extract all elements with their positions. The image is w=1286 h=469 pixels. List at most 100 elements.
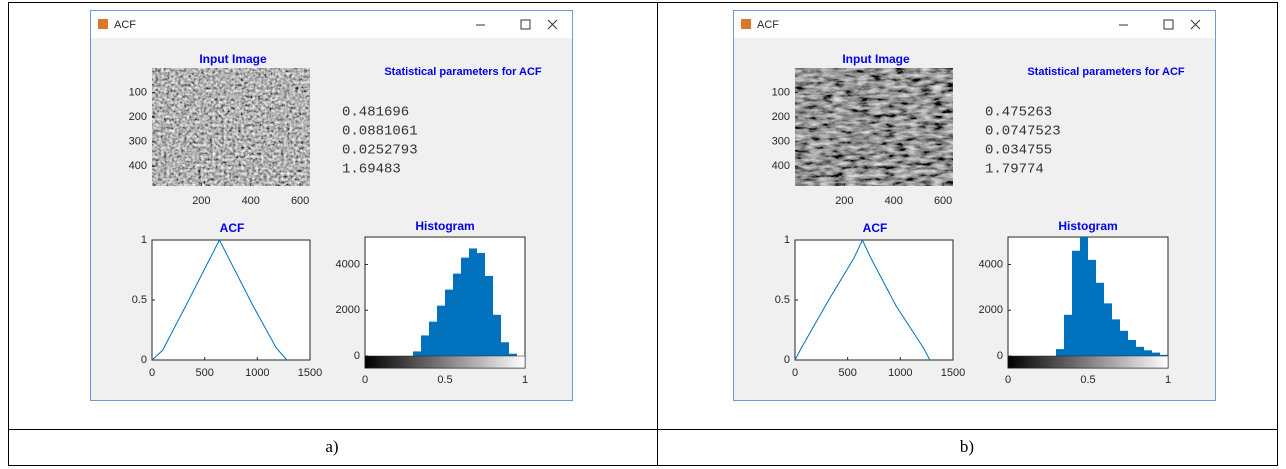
histogram-bar bbox=[1136, 346, 1144, 356]
y-tick-label: 2000 bbox=[979, 304, 1003, 316]
stat-value: 0.475263 bbox=[985, 105, 1052, 121]
input-image bbox=[795, 68, 953, 186]
stats-title: Statistical parameters for ACF bbox=[384, 66, 542, 78]
histogram-bar bbox=[461, 257, 469, 356]
histogram-bar bbox=[477, 253, 485, 356]
histogram-bar bbox=[437, 305, 445, 356]
histogram-bar bbox=[1128, 339, 1136, 356]
caption: a) bbox=[325, 437, 338, 456]
stat-value: 0.034755 bbox=[985, 143, 1052, 159]
y-tick-label: 400 bbox=[129, 160, 147, 172]
acf-title: ACF bbox=[220, 221, 245, 235]
colorbar bbox=[1007, 355, 1169, 369]
histogram-bar bbox=[421, 335, 429, 356]
x-tick-label: 1 bbox=[1165, 374, 1171, 386]
x-tick-label: 600 bbox=[934, 195, 952, 207]
y-tick-label: 100 bbox=[129, 86, 147, 98]
histogram-bar bbox=[493, 314, 501, 356]
maximize-button[interactable] bbox=[520, 19, 531, 30]
image-title: Input Image bbox=[842, 52, 910, 66]
table-border bbox=[8, 2, 1278, 466]
y-tick-label: 2000 bbox=[336, 304, 360, 316]
maximize-button[interactable] bbox=[1163, 19, 1174, 30]
stat-value: 0.0252793 bbox=[342, 143, 418, 159]
acf-title: ACF bbox=[863, 221, 888, 235]
x-tick-label: 400 bbox=[242, 195, 260, 207]
histogram-title: Histogram bbox=[415, 219, 474, 233]
window-icon bbox=[98, 19, 108, 29]
colorbar bbox=[364, 355, 526, 369]
histogram-bar bbox=[1144, 350, 1152, 356]
histogram-bar bbox=[445, 289, 453, 356]
stat-value: 0.0881061 bbox=[342, 124, 418, 140]
y-tick-label: 200 bbox=[772, 111, 790, 123]
close-button[interactable] bbox=[1190, 19, 1201, 30]
histogram-bar bbox=[485, 275, 493, 356]
y-tick-label: 0.5 bbox=[775, 294, 790, 306]
x-tick-label: 0 bbox=[1005, 374, 1011, 386]
y-tick-label: 4000 bbox=[979, 258, 1003, 270]
stat-value: 1.69483 bbox=[342, 162, 401, 178]
histogram-bar bbox=[1152, 352, 1160, 356]
y-tick-label: 400 bbox=[772, 160, 790, 172]
x-tick-label: 500 bbox=[195, 367, 213, 379]
x-tick-label: 500 bbox=[838, 367, 856, 379]
y-tick-label: 300 bbox=[129, 136, 147, 148]
x-tick-label: 0.5 bbox=[437, 374, 452, 386]
x-tick-label: 1000 bbox=[245, 367, 269, 379]
histogram-bar bbox=[429, 321, 437, 356]
y-tick-label: 0 bbox=[141, 354, 147, 366]
stat-value: 1.79774 bbox=[985, 162, 1044, 178]
y-tick-label: 1 bbox=[784, 234, 790, 246]
x-tick-label: 0 bbox=[362, 374, 368, 386]
acf-axes bbox=[794, 239, 954, 361]
histogram-title: Histogram bbox=[1058, 219, 1117, 233]
histogram-bar bbox=[1056, 349, 1064, 356]
histogram-bar bbox=[509, 353, 517, 356]
x-tick-label: 1500 bbox=[941, 367, 965, 379]
acf-axes bbox=[151, 239, 311, 361]
y-tick-label: 4000 bbox=[336, 258, 360, 270]
stat-value: 0.481696 bbox=[342, 105, 409, 121]
x-tick-label: 200 bbox=[192, 195, 210, 207]
x-tick-label: 0 bbox=[792, 367, 798, 379]
histogram-bar bbox=[1160, 354, 1168, 356]
histogram-bar bbox=[1096, 282, 1104, 356]
x-tick-label: 200 bbox=[835, 195, 853, 207]
x-tick-label: 1500 bbox=[298, 367, 322, 379]
title-bar bbox=[91, 11, 572, 38]
y-tick-label: 0 bbox=[784, 354, 790, 366]
window-title: ACF bbox=[114, 19, 136, 31]
window-title: ACF bbox=[757, 19, 779, 31]
y-tick-label: 1 bbox=[141, 234, 147, 246]
histogram-bar bbox=[501, 342, 509, 356]
x-tick-label: 0 bbox=[149, 367, 155, 379]
x-tick-label: 1000 bbox=[888, 367, 912, 379]
title-bar bbox=[734, 11, 1215, 38]
histogram-bar bbox=[1072, 250, 1080, 356]
histogram-bar bbox=[1080, 237, 1088, 356]
y-tick-label: 100 bbox=[772, 86, 790, 98]
x-tick-label: 0.5 bbox=[1080, 374, 1095, 386]
y-tick-label: 0 bbox=[997, 350, 1003, 362]
stat-value: 0.0747523 bbox=[985, 124, 1061, 140]
x-tick-label: 600 bbox=[291, 195, 309, 207]
acf-line bbox=[794, 238, 931, 361]
caption: b) bbox=[960, 437, 974, 456]
histogram-bar bbox=[1112, 319, 1120, 356]
window-icon bbox=[741, 19, 751, 29]
x-tick-label: 400 bbox=[885, 195, 903, 207]
stats-title: Statistical parameters for ACF bbox=[1027, 66, 1185, 78]
histogram-bar bbox=[453, 273, 461, 356]
x-tick-label: 1 bbox=[522, 374, 528, 386]
histogram-bar bbox=[1064, 314, 1072, 356]
histogram-bar bbox=[413, 351, 421, 356]
image-title: Input Image bbox=[199, 52, 267, 66]
histogram-bar bbox=[1088, 259, 1096, 356]
close-button[interactable] bbox=[547, 19, 558, 30]
y-tick-label: 200 bbox=[129, 111, 147, 123]
y-tick-label: 0 bbox=[354, 350, 360, 362]
